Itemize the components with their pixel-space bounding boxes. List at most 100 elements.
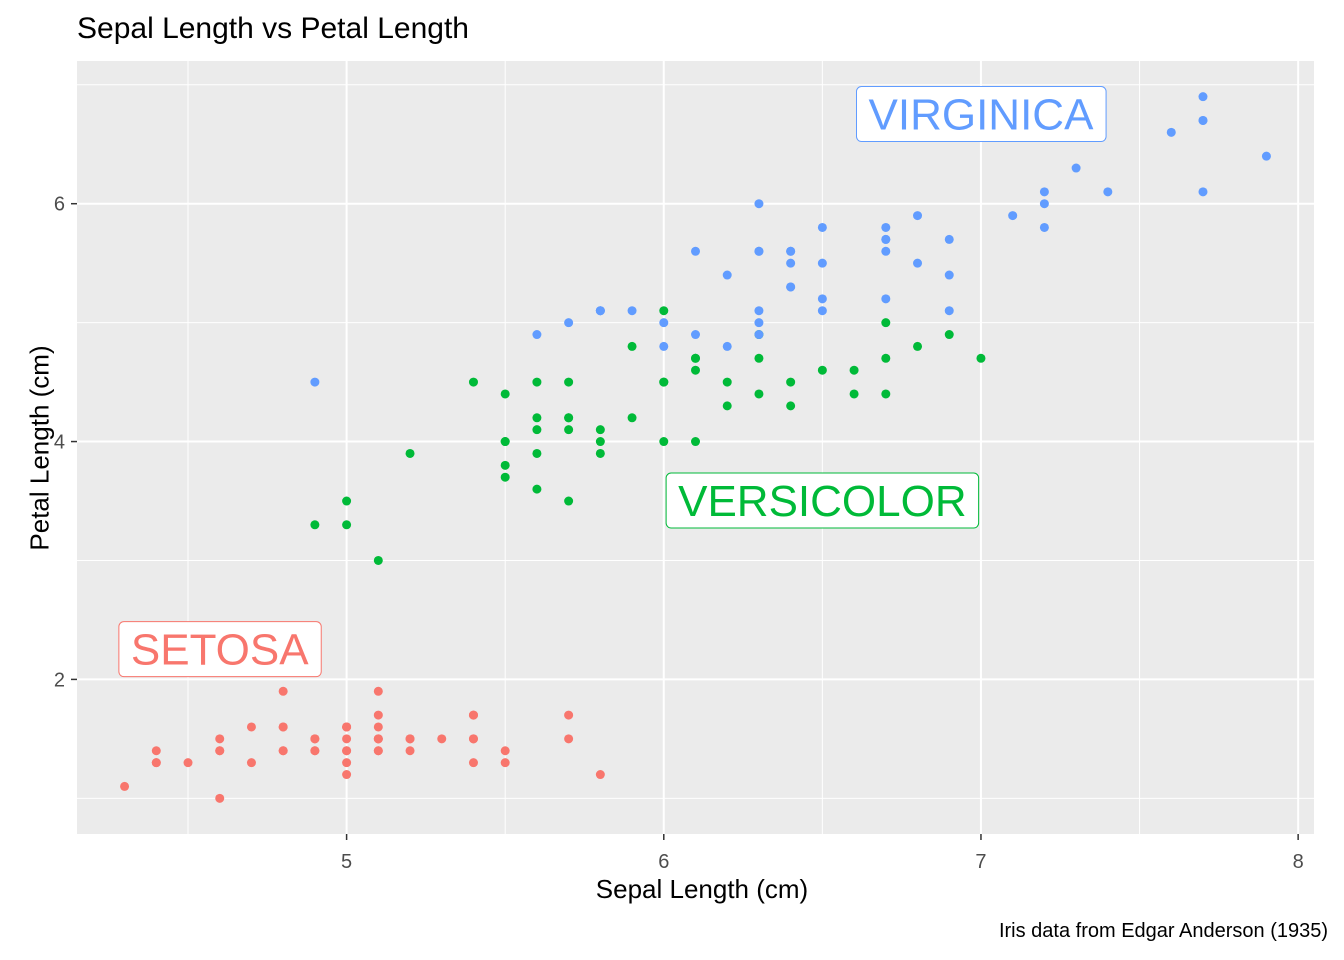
data-point-versicolor	[564, 413, 574, 423]
data-point-versicolor	[500, 460, 510, 470]
data-point-virginica	[881, 246, 891, 256]
data-point-setosa	[437, 734, 447, 744]
data-point-virginica	[786, 282, 796, 292]
data-point-setosa	[468, 710, 478, 720]
data-point-virginica	[944, 234, 954, 244]
data-point-versicolor	[595, 437, 605, 447]
x-tick-label: 7	[975, 851, 986, 873]
data-point-setosa	[151, 746, 161, 756]
data-point-versicolor	[976, 353, 986, 363]
data-point-setosa	[564, 734, 574, 744]
data-point-virginica	[564, 318, 574, 328]
data-point-virginica	[722, 341, 732, 351]
data-point-setosa	[215, 793, 225, 803]
data-point-virginica	[817, 258, 827, 268]
data-point-setosa	[342, 722, 352, 732]
data-point-versicolor	[817, 365, 827, 375]
data-point-virginica	[1071, 163, 1081, 173]
data-point-setosa	[246, 722, 256, 732]
data-point-versicolor	[564, 425, 574, 435]
data-point-versicolor	[468, 377, 478, 387]
data-point-virginica	[1039, 199, 1049, 209]
data-point-versicolor	[881, 353, 891, 363]
data-point-virginica	[722, 270, 732, 280]
label-box-setosa	[118, 621, 322, 678]
data-point-versicolor	[532, 484, 542, 494]
data-point-versicolor	[500, 437, 510, 447]
data-point-versicolor	[595, 448, 605, 458]
data-point-versicolor	[310, 520, 320, 530]
data-point-setosa	[310, 746, 320, 756]
data-point-versicolor	[722, 377, 732, 387]
data-point-virginica	[532, 330, 542, 340]
data-point-virginica	[754, 306, 764, 316]
data-point-versicolor	[849, 365, 859, 375]
data-point-setosa	[373, 686, 383, 696]
data-point-setosa	[373, 722, 383, 732]
data-point-versicolor	[849, 389, 859, 399]
data-point-virginica	[754, 318, 764, 328]
data-point-versicolor	[532, 425, 542, 435]
data-point-virginica	[1198, 187, 1208, 197]
data-point-setosa	[342, 770, 352, 780]
data-point-versicolor	[659, 306, 669, 316]
data-point-setosa	[342, 746, 352, 756]
data-point-setosa	[310, 734, 320, 744]
data-point-virginica	[659, 318, 669, 328]
label-setosa: SETOSA	[118, 621, 322, 678]
data-point-versicolor	[691, 353, 700, 363]
minor-gridlines	[77, 61, 1314, 834]
data-point-setosa	[278, 686, 288, 696]
label-text-setosa: SETOSA	[131, 626, 309, 675]
data-point-virginica	[1008, 211, 1018, 221]
data-point-versicolor	[595, 425, 605, 435]
data-point-virginica	[1198, 115, 1208, 125]
data-point-virginica	[754, 330, 764, 340]
x-tick-label: 6	[658, 851, 669, 873]
data-point-virginica	[310, 377, 320, 387]
data-point-versicolor	[564, 496, 574, 506]
data-point-setosa	[468, 734, 478, 744]
data-point-versicolor	[405, 448, 415, 458]
data-point-setosa	[500, 746, 510, 756]
chart-caption: Iris data from Edgar Anderson (1935)	[998, 920, 1328, 942]
y-tick-label: 4	[54, 432, 65, 454]
data-point-versicolor	[691, 437, 700, 447]
data-point-virginica	[913, 258, 923, 268]
data-point-versicolor	[659, 437, 669, 447]
data-point-versicolor	[786, 401, 796, 411]
data-points	[120, 92, 1271, 803]
chart-title: Sepal Length vs Petal Length	[77, 12, 469, 45]
data-point-versicolor	[881, 318, 891, 328]
data-point-virginica	[786, 246, 796, 256]
data-point-versicolor	[627, 413, 637, 423]
data-point-setosa	[373, 710, 383, 720]
data-point-setosa	[151, 758, 161, 768]
data-point-virginica	[1103, 187, 1113, 197]
species-labels: SETOSA VERSICOLOR VIRGINICA	[118, 86, 1107, 678]
data-point-virginica	[913, 211, 923, 221]
data-point-setosa	[120, 781, 130, 791]
data-point-setosa	[183, 758, 193, 768]
data-point-virginica	[944, 306, 954, 316]
data-point-virginica	[817, 222, 827, 232]
data-point-virginica	[659, 341, 669, 351]
data-point-setosa	[373, 746, 383, 756]
label-text-versicolor: VERSICOLOR	[678, 477, 967, 526]
data-point-setosa	[564, 710, 574, 720]
data-point-virginica	[817, 306, 827, 316]
data-point-versicolor	[564, 377, 574, 387]
data-point-setosa	[215, 746, 225, 756]
label-text-virginica: VIRGINICA	[869, 91, 1095, 140]
data-point-virginica	[944, 270, 954, 280]
data-point-setosa	[278, 746, 288, 756]
data-point-virginica	[881, 222, 891, 232]
data-point-versicolor	[500, 389, 510, 399]
data-point-versicolor	[754, 353, 764, 363]
data-point-setosa	[342, 758, 352, 768]
data-point-virginica	[881, 234, 891, 244]
label-versicolor: VERSICOLOR	[665, 472, 980, 529]
data-point-virginica	[627, 306, 637, 316]
data-point-versicolor	[659, 377, 669, 387]
